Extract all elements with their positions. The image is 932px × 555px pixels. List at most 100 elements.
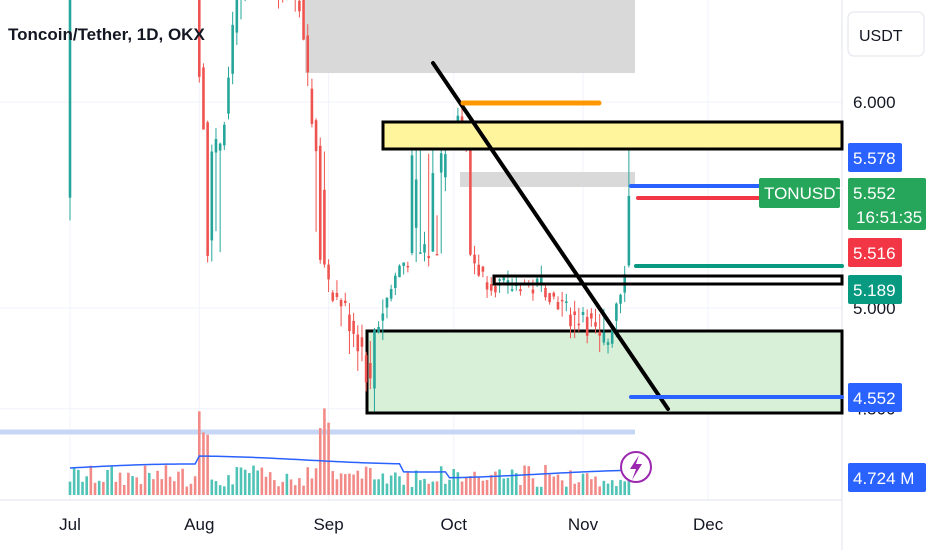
- zones-front: [381, 120, 844, 286]
- candle-body: [402, 262, 405, 266]
- candle-body: [298, 0, 301, 12]
- candle-body: [323, 189, 326, 265]
- time-axis-tick: Nov: [568, 515, 599, 534]
- price-label-text: 5.552: [853, 184, 896, 203]
- candle-body: [560, 299, 564, 302]
- candle-body: [360, 337, 364, 347]
- price-label-bg: [848, 178, 926, 230]
- candle-body: [327, 264, 330, 280]
- volume-bar: [223, 486, 226, 495]
- candle-body: [197, 0, 201, 77]
- grey-supply-zone-top: [305, 0, 635, 73]
- volume-bar: [277, 486, 280, 495]
- candle-body: [602, 332, 606, 343]
- volume-bar: [569, 470, 572, 495]
- candle-body: [202, 67, 205, 130]
- volume-bar: [494, 471, 497, 495]
- candle-body: [343, 300, 347, 304]
- volume-bar: [127, 472, 130, 495]
- chart-title: Toncoin/Tether, 1D, OKX: [8, 25, 205, 44]
- volume-bar: [314, 468, 318, 495]
- black-box-mid: [492, 274, 844, 286]
- volume-bar: [264, 476, 268, 495]
- candle-body: [302, 0, 305, 40]
- volume-bar: [197, 411, 201, 495]
- volume-bar: [235, 467, 239, 495]
- price-labels: 5.578 5.552 16:51:35 5.516 5.189 4.552 TONUSDT…: [759, 143, 926, 492]
- volume-bar: [93, 482, 97, 495]
- candle-body: [435, 253, 439, 256]
- green-demand-zone: [365, 329, 844, 415]
- volume-bar: [306, 467, 310, 495]
- volume-label-text: 4.724 M: [853, 469, 914, 488]
- candle-body: [494, 286, 497, 293]
- price-label-level-5189: 5.189: [848, 275, 902, 304]
- candle-body: [318, 145, 322, 260]
- yellow-resistance-zone: [381, 120, 844, 151]
- volume-bar: [193, 476, 197, 495]
- candle-body: [410, 155, 414, 253]
- volume-bar: [139, 484, 143, 495]
- volume-bar: [594, 476, 597, 495]
- volume-bar: [348, 473, 351, 495]
- candle-body: [565, 301, 568, 303]
- volume-bar: [118, 472, 122, 495]
- volume-bar: [172, 481, 176, 495]
- candles: [68, 0, 631, 412]
- volume-bar: [293, 485, 297, 495]
- candle-body: [481, 266, 485, 272]
- volume-bar: [523, 465, 526, 495]
- candle-body: [489, 283, 493, 291]
- volume-bar: [448, 479, 451, 495]
- currency-button-label: USDT: [859, 28, 903, 45]
- currency-button[interactable]: USDT: [847, 11, 925, 57]
- volume-bar: [152, 479, 155, 495]
- volume-bar: [414, 470, 418, 495]
- symbol-tag-text: TONUSDT: [764, 184, 846, 203]
- volume-bar: [519, 485, 522, 495]
- volume-bar: [318, 428, 322, 495]
- time-axis-tick: Dec: [693, 515, 724, 534]
- volume-bar: [331, 471, 335, 495]
- volume-bar: [456, 472, 460, 495]
- candle-body: [373, 329, 376, 389]
- volume-bar: [231, 484, 234, 495]
- candle-body: [339, 300, 343, 307]
- candle-body: [414, 179, 418, 228]
- volume-bar: [160, 479, 164, 495]
- candle-body: [310, 88, 314, 124]
- candle-body: [439, 153, 443, 173]
- candle-body: [389, 289, 393, 299]
- price-label-bg: [848, 143, 902, 172]
- volume-bar: [514, 473, 518, 495]
- volume-bar: [610, 480, 614, 495]
- candle-body: [535, 278, 539, 286]
- candle-body: [223, 124, 226, 146]
- volume-bar: [260, 467, 264, 495]
- volume-bar: [615, 486, 618, 495]
- volume-bar: [164, 465, 168, 495]
- candle-body: [423, 244, 426, 253]
- price-label-countdown: 16:51:35: [856, 208, 922, 227]
- candle-body: [431, 173, 435, 252]
- candle-body: [502, 277, 506, 281]
- price-label-level-4552: 4.552: [848, 383, 902, 412]
- lightning-alert-icon[interactable]: [620, 451, 652, 483]
- candle-body: [590, 313, 593, 319]
- volume-bar: [581, 473, 585, 495]
- candle-body: [510, 289, 514, 291]
- candle-body: [473, 254, 476, 264]
- volume-bar: [389, 475, 393, 495]
- volume-bar: [598, 486, 601, 495]
- volume-bar: [573, 483, 576, 495]
- volume-bar: [527, 466, 531, 495]
- price-label-level-5578: 5.578: [848, 143, 902, 172]
- volume-bar: [619, 479, 622, 495]
- volume-bar: [473, 471, 476, 495]
- candle-body: [214, 139, 218, 153]
- zones-back: [0, 0, 844, 435]
- volume-bar: [335, 479, 339, 495]
- volume-bar: [373, 479, 376, 495]
